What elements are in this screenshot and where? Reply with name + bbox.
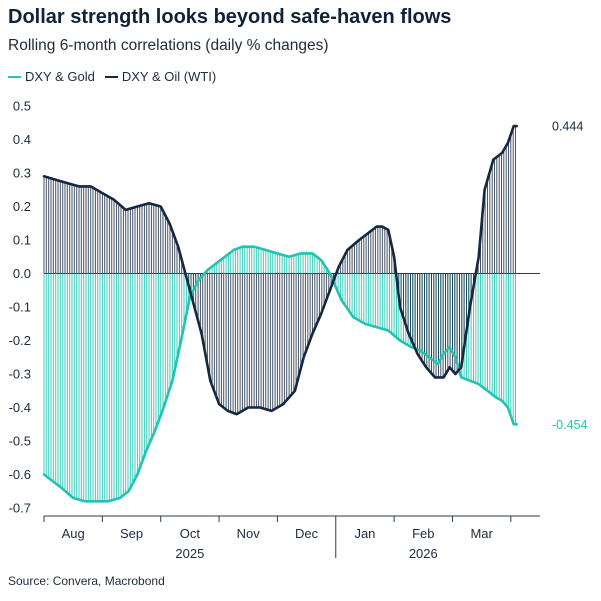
- end-label-gold: -0.454: [552, 418, 587, 432]
- x-tick-label: Jan: [354, 526, 375, 541]
- x-tick-label: Nov: [237, 526, 261, 541]
- legend-item-gold: DXY & Gold: [8, 69, 95, 84]
- series-line-gold: [42, 245, 519, 503]
- x-tick-label: Oct: [180, 526, 201, 541]
- x-tick-label: Sep: [120, 526, 143, 541]
- x-tick-label: Aug: [62, 526, 85, 541]
- legend-item-oil: DXY & Oil (WTI): [104, 69, 217, 84]
- legend-swatch-gold: [8, 75, 21, 78]
- y-tick-label: -0.6: [9, 467, 31, 482]
- y-tick-label: 0.1: [13, 233, 31, 248]
- x-tick-label: Dec: [295, 526, 319, 541]
- y-tick-label: -0.3: [9, 367, 31, 382]
- y-tick-label: 0.4: [13, 132, 31, 147]
- y-tick-label: -0.7: [9, 501, 31, 516]
- legend-label-oil: DXY & Oil (WTI): [121, 69, 217, 84]
- y-tick-label: -0.5: [9, 434, 31, 449]
- y-tick-label: -0.4: [9, 400, 31, 415]
- legend-swatch-oil: [104, 75, 118, 78]
- x-tick-label: Feb: [412, 526, 434, 541]
- legend-label-gold: DXY & Gold: [25, 69, 95, 84]
- series-line-oil: [42, 124, 519, 416]
- year-label: 2025: [175, 546, 204, 561]
- chart-source: Source: Convera, Macrobond: [8, 574, 165, 588]
- year-label: 2026: [409, 546, 438, 561]
- chart-subtitle: Rolling 6-month correlations (daily % ch…: [8, 37, 329, 54]
- y-tick-label: 0.2: [13, 199, 31, 214]
- y-tick-label: 0.0: [13, 266, 31, 281]
- chart-title: Dollar strength looks beyond safe-haven …: [8, 6, 452, 28]
- y-tick-label: 0.5: [13, 99, 31, 114]
- y-tick-label: -0.2: [9, 333, 31, 348]
- chart-legend: DXY & Gold DXY & Oil (WTI): [8, 69, 226, 84]
- y-tick-label: 0.3: [13, 166, 31, 181]
- x-tick-label: Mar: [470, 526, 493, 541]
- series-fill-oil: [43, 126, 516, 414]
- y-tick-label: -0.1: [9, 300, 31, 315]
- end-label-oil: 0.444: [552, 120, 583, 134]
